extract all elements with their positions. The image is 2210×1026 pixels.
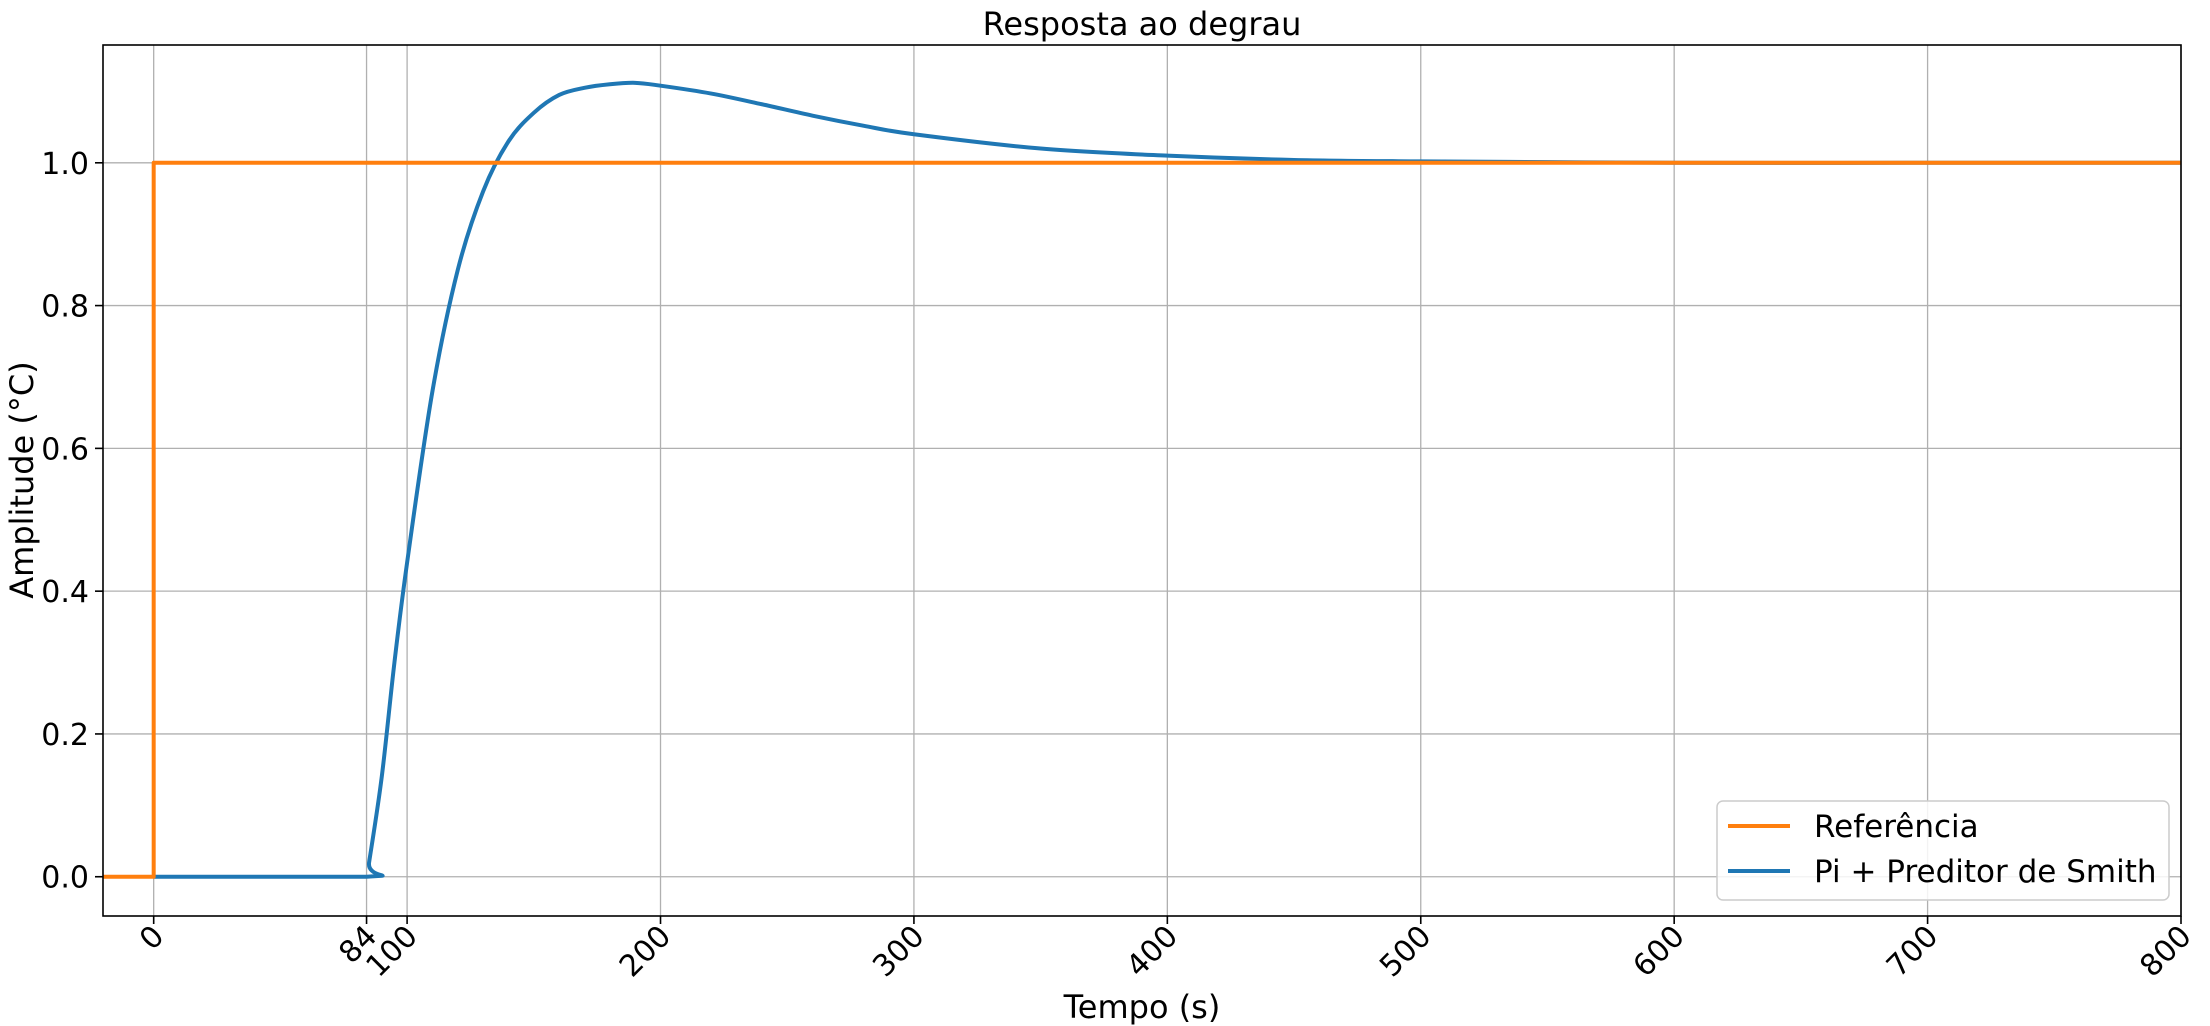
x-tick-label: 0 bbox=[133, 919, 171, 957]
y-tick-label: 0.8 bbox=[41, 290, 89, 325]
grid bbox=[103, 45, 2182, 916]
plot-area-frame bbox=[102, 44, 2182, 917]
x-tick-label: 500 bbox=[1373, 919, 1438, 984]
x-tick-label: 300 bbox=[866, 919, 931, 984]
y-tick-label: 0.6 bbox=[41, 432, 89, 467]
chart-title: Resposta ao degrau bbox=[983, 5, 1302, 43]
y-tick-label: 1.0 bbox=[41, 147, 89, 182]
y-axis-label: Amplitude (°C) bbox=[3, 361, 41, 598]
x-tick-label: 200 bbox=[613, 919, 678, 984]
x-tick-label: 600 bbox=[1627, 919, 1692, 984]
x-tick-label: 700 bbox=[1880, 919, 1945, 984]
series-lines bbox=[103, 80, 2181, 879]
legend: Referência Pi + Preditor de Smith bbox=[1716, 800, 2170, 901]
legend-box bbox=[1716, 800, 2170, 901]
x-tick-label: 100 bbox=[360, 919, 425, 984]
y-tick-label: 0.0 bbox=[41, 861, 89, 896]
x-axis-label: Tempo (s) bbox=[1063, 988, 1221, 1026]
series-line-referencia bbox=[103, 160, 2181, 879]
legend-label-referencia: Referência bbox=[1814, 809, 1979, 845]
x-tick-label: 400 bbox=[1120, 919, 1185, 984]
x-tick-label: 800 bbox=[2133, 919, 2198, 984]
y-tick-label: 0.4 bbox=[41, 575, 89, 610]
y-tick-label: 0.2 bbox=[41, 718, 89, 753]
legend-label-pi-preditor-smith: Pi + Preditor de Smith bbox=[1814, 854, 2157, 890]
